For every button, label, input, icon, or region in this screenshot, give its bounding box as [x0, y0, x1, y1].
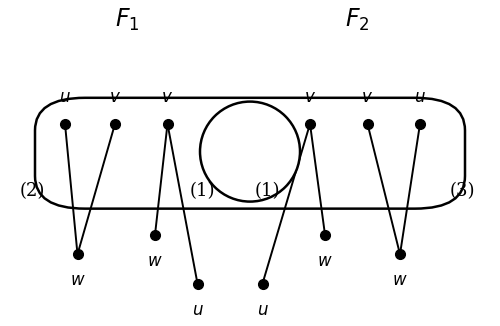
- Text: $w$: $w$: [317, 253, 333, 270]
- Text: (3): (3): [450, 182, 475, 200]
- Text: $u$: $u$: [192, 302, 203, 319]
- Text: $w$: $w$: [70, 272, 86, 289]
- Text: $w$: $w$: [147, 253, 163, 270]
- Text: $u$: $u$: [256, 302, 268, 319]
- Text: $w$: $w$: [392, 272, 408, 289]
- Text: $u$: $u$: [59, 89, 71, 106]
- Text: $u$: $u$: [414, 89, 426, 106]
- Text: (2): (2): [20, 182, 45, 200]
- Text: $F_2$: $F_2$: [346, 7, 370, 33]
- Text: $F_1$: $F_1$: [116, 7, 140, 33]
- Text: (1): (1): [255, 182, 280, 200]
- Text: $v$: $v$: [162, 89, 173, 106]
- Text: $v$: $v$: [109, 89, 121, 106]
- FancyBboxPatch shape: [35, 98, 465, 209]
- Text: $v$: $v$: [304, 89, 316, 106]
- Text: $v$: $v$: [362, 89, 374, 106]
- Text: (1): (1): [190, 182, 215, 200]
- Ellipse shape: [200, 102, 300, 201]
